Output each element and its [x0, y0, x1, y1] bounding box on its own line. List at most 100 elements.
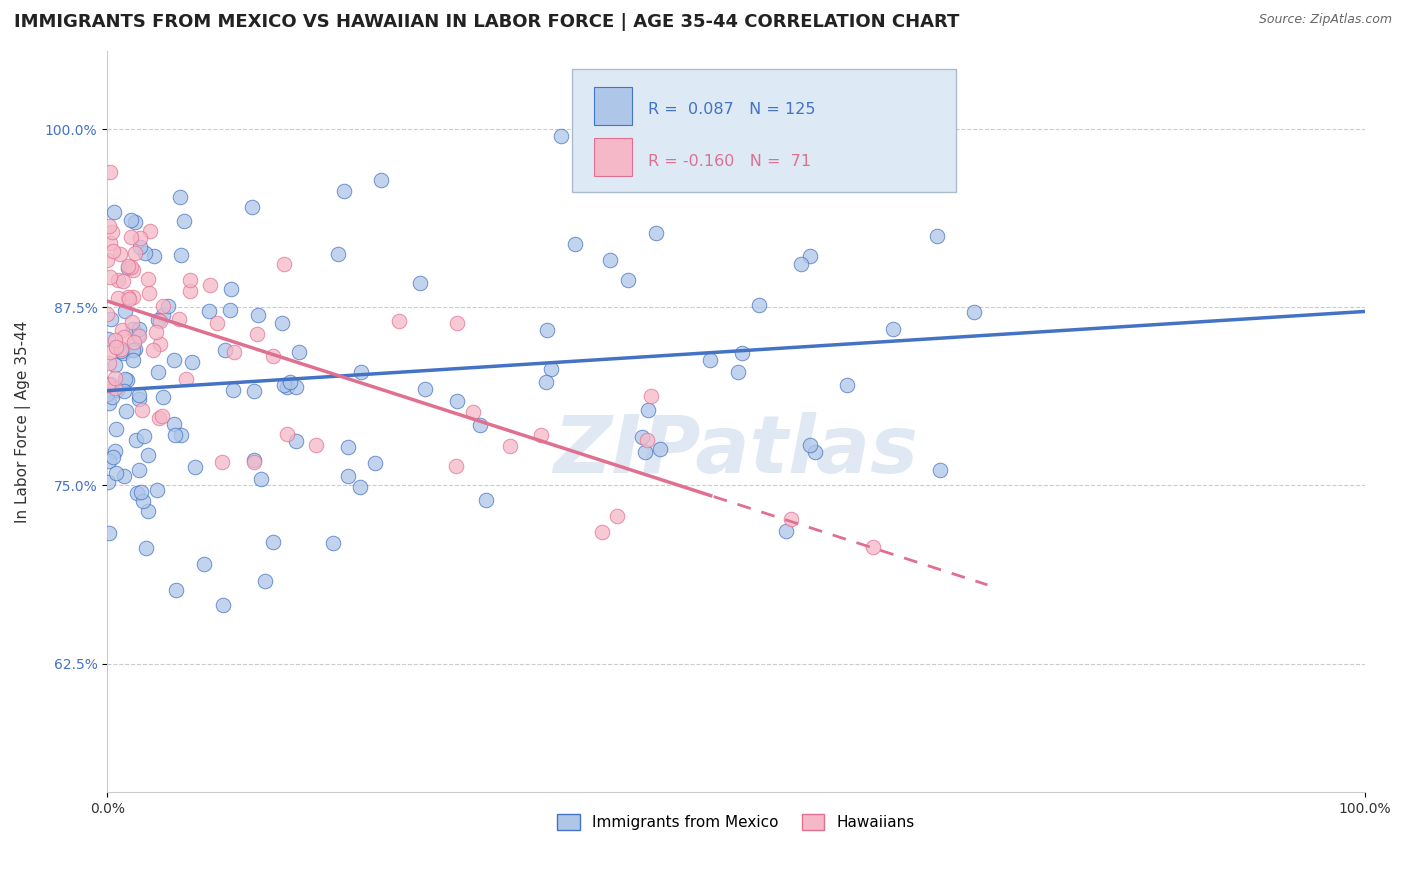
Point — [145, 325, 167, 339]
Point — [104, 381, 127, 395]
FancyBboxPatch shape — [593, 138, 631, 177]
Point — [169, 190, 191, 204]
Point — [132, 493, 155, 508]
Point — [139, 224, 162, 238]
Point — [150, 409, 173, 423]
Point — [100, 165, 122, 179]
Point — [112, 274, 135, 288]
Point — [775, 524, 797, 538]
Point — [637, 403, 659, 417]
Point — [799, 249, 821, 263]
Point — [219, 302, 242, 317]
Point — [114, 304, 136, 318]
Point — [336, 440, 359, 454]
Point — [214, 343, 236, 358]
Point — [128, 329, 150, 343]
Point — [111, 345, 134, 359]
Point — [249, 472, 271, 486]
Point — [122, 321, 145, 335]
Point — [243, 384, 266, 398]
Point — [131, 402, 153, 417]
Point — [128, 388, 150, 402]
Point — [640, 389, 662, 403]
Point — [540, 361, 562, 376]
Point — [530, 428, 553, 442]
Point — [446, 316, 468, 330]
Point — [136, 504, 159, 518]
Point — [122, 343, 145, 358]
Point — [181, 355, 204, 369]
Point — [170, 248, 193, 262]
Point — [98, 270, 121, 285]
Point — [97, 454, 120, 468]
Point — [273, 377, 295, 392]
FancyBboxPatch shape — [572, 70, 956, 192]
Point — [120, 260, 142, 275]
Point — [146, 313, 169, 327]
Point — [103, 205, 125, 219]
Point — [599, 253, 621, 268]
Point — [326, 247, 349, 261]
Point — [122, 289, 145, 303]
Point — [463, 405, 485, 419]
Point — [107, 291, 129, 305]
Point — [128, 322, 150, 336]
Point — [127, 328, 149, 343]
Point — [198, 277, 221, 292]
Point — [96, 387, 118, 401]
Point — [167, 312, 190, 326]
Point — [163, 352, 186, 367]
Point — [134, 429, 156, 443]
Point — [193, 558, 215, 572]
Point — [413, 382, 436, 396]
Point — [98, 219, 121, 233]
Point — [468, 417, 491, 432]
Point — [100, 236, 122, 251]
Point — [962, 304, 984, 318]
Point — [100, 311, 122, 326]
Point — [149, 336, 172, 351]
Point — [285, 380, 308, 394]
Point — [174, 372, 197, 386]
Point — [110, 342, 132, 356]
Point — [97, 526, 120, 541]
Point — [222, 384, 245, 398]
Point — [105, 383, 128, 397]
Point — [117, 261, 139, 276]
Point — [349, 479, 371, 493]
Point — [124, 246, 146, 260]
Point — [276, 427, 298, 442]
Point — [122, 335, 145, 350]
Point — [112, 384, 135, 399]
Point — [114, 469, 136, 483]
Point — [104, 371, 127, 385]
Point — [118, 292, 141, 306]
Point — [790, 256, 813, 270]
Point — [143, 249, 166, 263]
Point — [124, 215, 146, 229]
Point — [120, 213, 142, 227]
Point — [107, 273, 129, 287]
Point — [127, 486, 149, 500]
Point — [333, 185, 356, 199]
Point — [207, 316, 229, 330]
Point — [148, 411, 170, 425]
Text: ZIPatlas: ZIPatlas — [554, 412, 918, 490]
Point — [134, 246, 156, 260]
Point — [536, 322, 558, 336]
Point — [388, 314, 411, 328]
Point — [179, 284, 201, 298]
Point — [835, 377, 858, 392]
Point — [929, 463, 952, 477]
Point — [276, 379, 298, 393]
Point — [927, 228, 949, 243]
Point — [163, 428, 186, 442]
Point — [446, 394, 468, 409]
Point — [211, 455, 233, 469]
Point — [101, 225, 124, 239]
Point — [748, 298, 770, 312]
Point — [645, 227, 668, 241]
Point — [149, 314, 172, 328]
Point — [727, 365, 749, 379]
Point — [128, 231, 150, 245]
